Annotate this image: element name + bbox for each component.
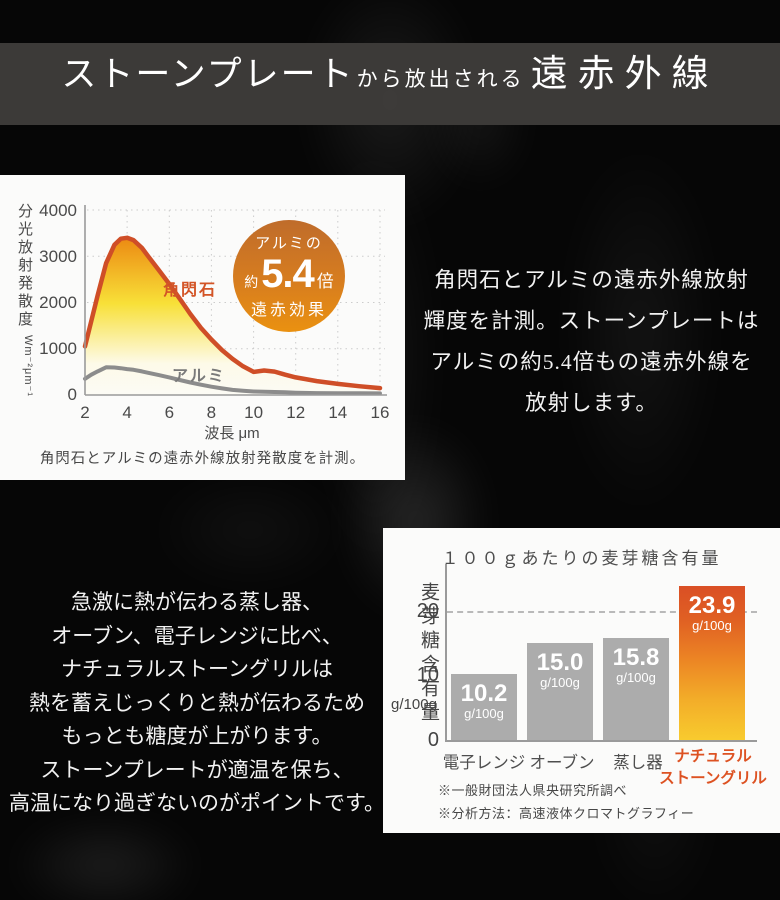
bar-label-line: ストーングリル xyxy=(659,770,767,788)
text-line: ナチュラルストーングリルは xyxy=(61,657,333,681)
hornblende-curve xyxy=(82,235,383,391)
text-line: アルミの約5.4倍もの遠赤外線を xyxy=(430,350,753,374)
text-line: オーブン、電子レンジに比べ、 xyxy=(51,623,343,648)
bar-x-axis xyxy=(445,740,757,742)
badge-line1: アルミの xyxy=(255,235,323,252)
header-title-accent: 遠赤外線 xyxy=(530,54,719,95)
axes xyxy=(84,205,387,396)
bar-y-axis xyxy=(445,564,447,742)
y-axis-label-text: 分光放射発散度 xyxy=(16,203,33,329)
bar-label-microwave: 電子レンジ xyxy=(442,754,526,772)
hornblende-series-label: 角閃石 xyxy=(163,280,217,299)
bar-label-stone-grill: ナチュラル ストーングリル xyxy=(653,746,773,791)
hornblende-area-fill xyxy=(85,237,380,395)
aluminum-curve xyxy=(83,365,382,396)
x-tick: 14 xyxy=(328,403,347,422)
x-tick: 10 xyxy=(244,403,263,422)
bar-chart-title: １００ｇあたりの麦芽糖含有量 xyxy=(441,549,722,568)
y-axis-unit: Wm⁻²μm⁻¹ xyxy=(22,335,34,397)
bar-oven: 15.0 g/100g xyxy=(527,643,593,740)
header-title-connector: から放出される xyxy=(356,67,525,91)
y-tick: 3000 xyxy=(39,247,77,266)
bar-stone-grill: 23.9 g/100g xyxy=(679,585,745,740)
x-tick: 16 xyxy=(371,403,390,422)
text-line: 輝度を計測。ストーンプレートは xyxy=(423,309,760,333)
bar-steamer: 15.8 g/100g xyxy=(603,638,669,740)
bar-y-axis-unit: g/100g xyxy=(391,696,437,713)
text-line: 角閃石とアルミの遠赤外線放射 xyxy=(434,268,749,292)
footnote: ※分析方法：高速液体クロマトグラフィー xyxy=(438,805,695,821)
x-axis-ticks: 2 4 6 8 10 12 14 16 xyxy=(80,403,389,422)
smoke-wisp xyxy=(10,815,200,900)
bar-y-tick: 10 xyxy=(416,664,439,686)
badge-value: 5.4 xyxy=(261,252,315,296)
text-line: 放射します。 xyxy=(525,391,658,415)
chart-caption: 角閃石とアルミの遠赤外線放射発散度を計測。 xyxy=(39,451,366,467)
x-axis-label: 波長 μm xyxy=(204,425,259,442)
bar-label-oven: オーブン xyxy=(529,754,595,772)
bar-y-tick: 0 xyxy=(427,729,439,751)
bar-value: 10.2 xyxy=(460,680,508,708)
y-tick: 4000 xyxy=(39,201,77,220)
x-tick: 12 xyxy=(286,403,305,422)
y-tick: 0 xyxy=(68,385,77,404)
header-banner: ストーンプレート から放出される 遠赤外線 xyxy=(0,43,780,125)
badge-suffix: 倍 xyxy=(316,272,334,291)
bar-label-line: ナチュラル xyxy=(674,748,752,765)
x-tick: 2 xyxy=(80,403,89,422)
target-gridline-20 xyxy=(447,611,757,613)
x-tick: 6 xyxy=(165,403,174,422)
smoke-wisp xyxy=(150,470,350,590)
maltose-description: 急激に熱が伝わる蒸し器、 オーブン、電子レンジに比べ、 ナチュラルストーングリル… xyxy=(0,586,394,821)
y-axis-label: 分光放射発散度 Wm⁻²μm⁻¹ xyxy=(14,203,35,397)
bars-group: 10.2 g/100g 15.0 g/100g 15.8 g/100g 23.9… xyxy=(451,528,751,740)
x-tick: 4 xyxy=(122,403,131,422)
badge-line3: 遠赤効果 xyxy=(250,302,327,319)
text-line: 高温になり過ぎないのがポイントです。 xyxy=(9,791,385,815)
text-line: もっとも糖度が上がります。 xyxy=(61,724,333,748)
header-title-main: ストーンプレート xyxy=(61,55,355,94)
bar-value: 23.9 xyxy=(688,591,736,619)
infrared-description: 角閃石とアルミの遠赤外線放射 輝度を計測。ストーンプレートは アルミの約5.4倍… xyxy=(403,260,780,424)
bar-microwave: 10.2 g/100g xyxy=(451,674,517,740)
ratio-badge: アルミの 約 5.4 倍 遠赤効果 xyxy=(233,220,345,332)
bar-unit: g/100g xyxy=(464,706,504,722)
badge-value-row: 約 5.4 倍 xyxy=(244,254,334,294)
x-tick: 8 xyxy=(207,403,216,422)
y-tick: 2000 xyxy=(39,293,77,312)
infrared-chart-panel: 4000 3000 2000 1000 0 2 4 6 8 10 12 14 1… xyxy=(0,175,405,480)
bar-label-steamer: 蒸し器 xyxy=(613,754,663,772)
badge-prefix: 約 xyxy=(244,274,259,290)
infrared-line-chart: 4000 3000 2000 1000 0 2 4 6 8 10 12 14 1… xyxy=(39,201,389,442)
bar-unit: g/100g xyxy=(692,618,732,633)
aluminum-series-label: アルミ xyxy=(172,368,226,385)
maltose-chart-panel: １００ｇあたりの麦芽糖含有量 麦芽糖含有量 g/100g 20 10 0 10.… xyxy=(383,528,780,833)
bar-unit: g/100g xyxy=(540,675,580,691)
bar-value: 15.8 xyxy=(612,644,660,672)
y-axis-ticks: 4000 3000 2000 1000 0 xyxy=(39,201,77,404)
footnote: ※一般財団法人県央研究所調べ xyxy=(438,783,628,798)
text-line: 急激に熱が伝わる蒸し器、 xyxy=(71,590,323,614)
y-tick: 1000 xyxy=(39,339,77,358)
bar-y-axis-label: 麦芽糖含有量 xyxy=(418,582,439,726)
text-line: 熱を蓄えじっくりと熱が伝わるため xyxy=(29,690,365,715)
bar-value: 15.0 xyxy=(536,649,584,677)
footnotes: ※一般財団法人県央研究所調べ ※分析方法：高速液体クロマトグラフィー xyxy=(438,780,694,826)
text-line: ストーンプレートが適温を保ち、 xyxy=(40,757,354,782)
bar-unit: g/100g xyxy=(616,670,656,686)
bar-y-tick: 20 xyxy=(416,600,439,622)
